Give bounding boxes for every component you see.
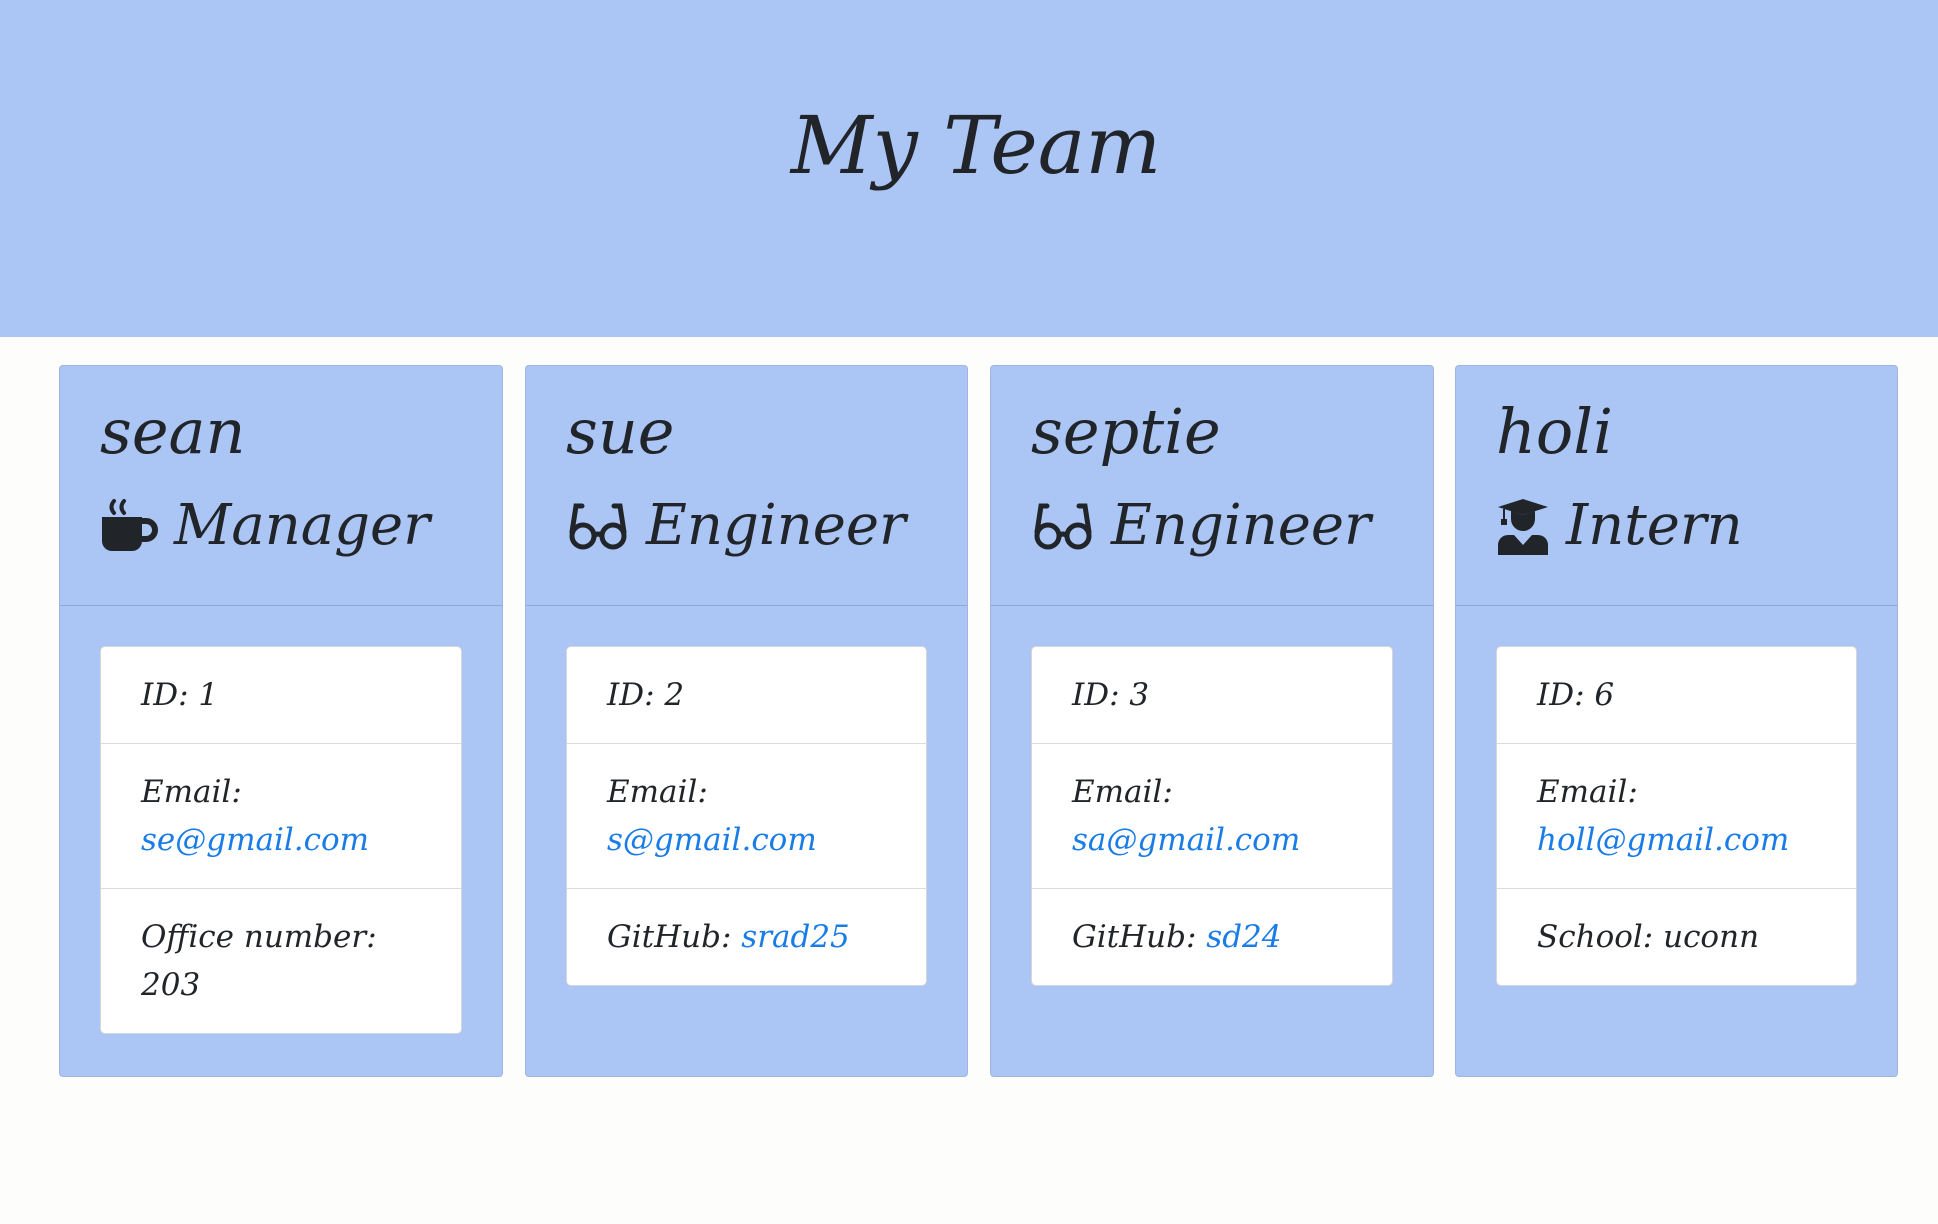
school-item: School: uconn: [1497, 889, 1856, 985]
employee-name: sue: [566, 395, 675, 468]
email-item: Email: se@gmail.com: [101, 744, 461, 889]
id-text: ID: 6: [1537, 677, 1615, 713]
employee-name: holi: [1496, 395, 1613, 468]
employee-name: septie: [1031, 395, 1221, 468]
office-number-value: 203: [141, 967, 201, 1003]
id-item: ID: 1: [101, 647, 461, 744]
email-link[interactable]: se@gmail.com: [141, 822, 370, 858]
email-label: Email:: [1537, 774, 1638, 810]
employee-role: Intern: [1496, 486, 1743, 566]
email-link[interactable]: sa@gmail.com: [1072, 822, 1301, 858]
id-item: ID: 6: [1497, 647, 1856, 744]
github-label: GitHub:: [607, 919, 742, 955]
email-link[interactable]: holl@gmail.com: [1537, 822, 1790, 858]
glasses-icon: [566, 500, 630, 552]
employee-info-list: ID: 2 Email: s@gmail.com GitHub: srad25: [566, 646, 927, 986]
role-label: Engineer: [1111, 493, 1371, 558]
email-label: Email:: [607, 774, 708, 810]
employee-info-list: ID: 3 Email: sa@gmail.com GitHub: sd24: [1031, 646, 1393, 986]
email-link[interactable]: s@gmail.com: [607, 822, 817, 858]
employee-role: Engineer: [566, 486, 906, 566]
github-link[interactable]: sd24: [1206, 919, 1282, 955]
school-value: uconn: [1663, 919, 1760, 955]
id-text: ID: 1: [141, 677, 219, 713]
office-number-item: Office number: 203: [101, 889, 461, 1033]
employee-info-list: ID: 1 Email: se@gmail.com Office number:…: [100, 646, 462, 1034]
employee-card-intern: holi Intern ID: 6 Email: holl@gmail.com …: [1455, 365, 1898, 1077]
employee-role: Manager: [100, 486, 430, 566]
employee-card-engineer: septie Engineer ID: 3 Email: sa@gmail.co…: [990, 365, 1434, 1077]
role-label: Engineer: [646, 493, 906, 558]
email-label: Email:: [141, 774, 242, 810]
email-label: Email:: [1072, 774, 1173, 810]
id-item: ID: 2: [567, 647, 926, 744]
email-item: Email: sa@gmail.com: [1032, 744, 1392, 889]
id-item: ID: 3: [1032, 647, 1392, 744]
school-label: School:: [1537, 919, 1664, 955]
office-number-label: Office number:: [141, 919, 377, 955]
role-label: Manager: [174, 493, 430, 558]
employee-role: Engineer: [1031, 486, 1371, 566]
employee-info-list: ID: 6 Email: holl@gmail.com School: ucon…: [1496, 646, 1857, 986]
card-header: sue Engineer: [526, 366, 967, 606]
email-item: Email: s@gmail.com: [567, 744, 926, 889]
employee-card-engineer: sue Engineer ID: 2 Email: s@gmail.com Gi…: [525, 365, 968, 1077]
card-header: holi Intern: [1456, 366, 1897, 606]
graduate-icon: [1496, 497, 1550, 555]
role-label: Intern: [1566, 493, 1743, 558]
id-text: ID: 3: [1072, 677, 1150, 713]
card-header: sean Manager: [60, 366, 502, 606]
github-link[interactable]: srad25: [741, 919, 850, 955]
page-title: My Team: [790, 99, 1162, 192]
github-item: GitHub: srad25: [567, 889, 926, 985]
card-header: septie Engineer: [991, 366, 1433, 606]
page-header: My Team: [0, 0, 1938, 337]
glasses-icon: [1031, 500, 1095, 552]
employee-card-manager: sean Manager ID: 1 Email: se@gmail.com O…: [59, 365, 503, 1077]
id-text: ID: 2: [607, 677, 685, 713]
email-item: Email: holl@gmail.com: [1497, 744, 1856, 889]
github-item: GitHub: sd24: [1032, 889, 1392, 985]
employee-name: sean: [100, 395, 246, 468]
coffee-mug-icon: [100, 497, 158, 555]
github-label: GitHub:: [1072, 919, 1207, 955]
